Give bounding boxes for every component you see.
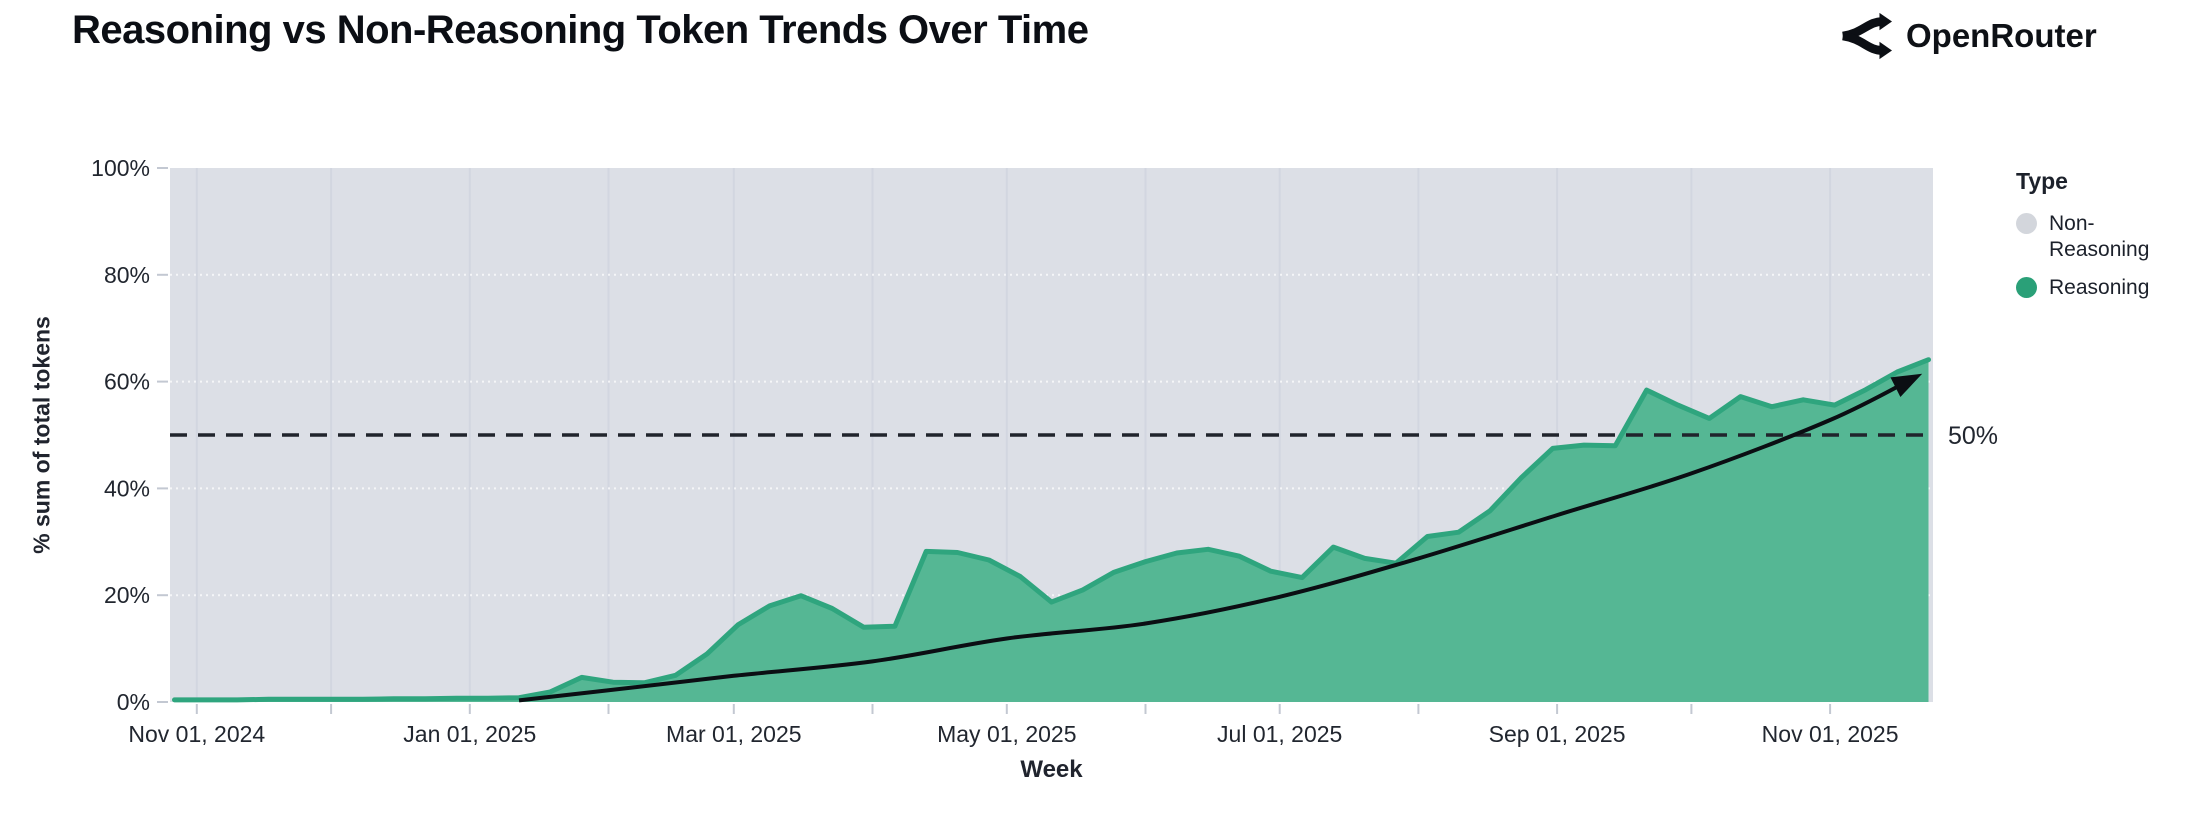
y-tick-label: 60% bbox=[104, 369, 150, 395]
legend-item-reasoning[interactable]: Reasoning bbox=[2016, 275, 2202, 301]
brand-lockup: OpenRouter bbox=[1838, 12, 2097, 60]
trend-arrowhead bbox=[1890, 373, 1923, 397]
openrouter-logo-icon bbox=[1841, 12, 1892, 60]
x-axis-title: Week bbox=[1020, 756, 1083, 783]
trend-curve bbox=[518, 375, 1916, 703]
legend-item-label: Reasoning bbox=[2049, 276, 2150, 299]
y-axis-title: % sum of total tokens bbox=[28, 316, 55, 554]
x-tick-label: Nov 01, 2025 bbox=[1762, 721, 1899, 747]
legend-item-label: Non-Reasoning bbox=[2049, 212, 2150, 261]
legend-title: Type bbox=[2016, 168, 2068, 194]
y-tick-label: 0% bbox=[117, 689, 150, 715]
x-tick-label: Jan 01, 2025 bbox=[403, 721, 536, 747]
fifty-percent-label: 50% bbox=[1948, 422, 1998, 450]
legend: Type Non-Reasoning Reasoning bbox=[2016, 168, 2202, 313]
y-tick-label: 40% bbox=[104, 475, 150, 501]
reasoning-area-fill bbox=[174, 359, 1929, 702]
x-tick-label: Jul 01, 2025 bbox=[1217, 721, 1342, 747]
y-tick-label: 100% bbox=[91, 155, 150, 181]
x-tick-label: Nov 01, 2024 bbox=[128, 721, 265, 747]
reasoning-swatch-icon bbox=[2016, 277, 2037, 298]
legend-item-non-reasoning[interactable]: Non-Reasoning bbox=[2016, 211, 2202, 263]
reasoning-area-outline bbox=[172, 357, 1931, 703]
x-tick-label: Mar 01, 2025 bbox=[666, 721, 802, 747]
y-tick-label: 20% bbox=[104, 582, 150, 608]
y-tick-label: 80% bbox=[104, 262, 150, 288]
x-tick-label: Sep 01, 2025 bbox=[1489, 721, 1626, 747]
brand-name: OpenRouter bbox=[1906, 17, 2097, 54]
non-reasoning-swatch-icon bbox=[2016, 213, 2037, 234]
page-title: Reasoning vs Non-Reasoning Token Trends … bbox=[72, 8, 1089, 52]
x-tick-label: May 01, 2025 bbox=[937, 721, 1076, 747]
